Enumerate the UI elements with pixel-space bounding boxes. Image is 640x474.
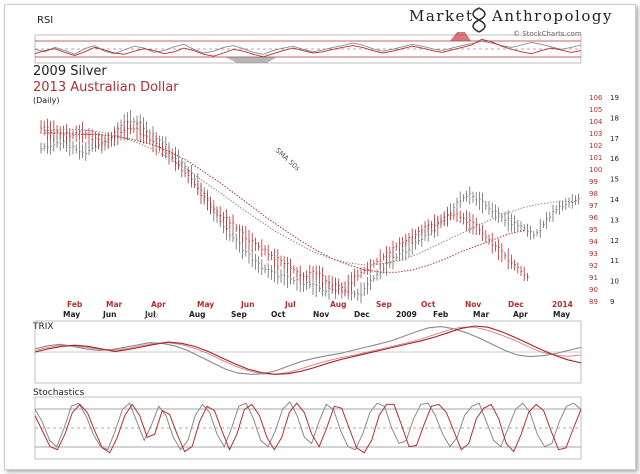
x-label-2009: Mar	[473, 310, 490, 319]
aud-tick-label: 92	[589, 262, 598, 270]
x-label-2009: 2009	[396, 310, 417, 319]
aud-tick-label: 105	[589, 106, 602, 114]
x-label-2013: Dec	[508, 300, 524, 309]
silver-tick-label: 18	[610, 114, 619, 122]
x-label-2009: Oct	[271, 310, 286, 319]
aud-tick-label: 96	[589, 214, 598, 222]
silver-tick-label: 11	[610, 257, 619, 265]
x-label-2009: Jun	[102, 310, 116, 319]
x-label-2013: Jun	[240, 300, 254, 309]
trix-lines-series-0	[34, 326, 582, 375]
x-label-2013: Apr	[151, 300, 166, 309]
sma-annotation: SMA 50s	[274, 147, 302, 173]
silver-tick-label: 17	[610, 135, 619, 143]
x-label-2013: 2014	[552, 300, 573, 309]
aud-tick-label: 97	[589, 202, 598, 210]
aud-tick-label: 94	[589, 238, 598, 246]
silver-tick-label: 15	[610, 176, 619, 184]
brand-right: Anthropology	[491, 7, 613, 25]
silver-tick-label: 10	[610, 278, 619, 286]
rsi-title: RSI	[37, 15, 53, 26]
chart-subtitle-aud: 2013 Australian Dollar	[33, 80, 179, 95]
rsi-overbought-fill	[450, 32, 471, 41]
x-label-2013: May	[197, 300, 214, 309]
aud-tick-label: 102	[589, 142, 602, 150]
rsi-oversold-fill	[225, 57, 277, 63]
x-label-2009: May	[63, 310, 80, 319]
trix-panel: TRIX	[32, 320, 582, 384]
silver-tick-label: 14	[610, 196, 619, 204]
x-label-2009: Dec	[354, 310, 370, 319]
trix-lines-series-2	[34, 325, 582, 375]
source-credit: © StockCharts.com	[513, 30, 582, 38]
aud-tick-label: 95	[589, 226, 598, 234]
sma-line-0	[45, 132, 526, 273]
x-label-2013: Jul	[284, 300, 296, 309]
chart-note-daily: (Daily)	[33, 96, 59, 105]
aud-tick-label: 101	[589, 154, 602, 162]
silver-tick-label: 12	[610, 237, 619, 245]
x-label-2013: Sep	[376, 300, 392, 309]
x-label-2013: Aug	[330, 300, 347, 309]
silver-tick-label: 19	[610, 94, 619, 102]
aud-tick-label: 99	[589, 178, 598, 186]
x-label-2009: Aug	[189, 310, 206, 319]
brand-left: Market	[409, 7, 473, 25]
price-panel: 2009 Silver 2013 Australian Dollar (Dail…	[33, 64, 619, 320]
silver-tick-label: 9	[610, 298, 614, 306]
x-label-extra: 10.2	[145, 313, 159, 320]
rsi-panel	[34, 32, 582, 64]
chart-title-silver: 2009 Silver	[33, 64, 107, 79]
rsi-lines-series-0	[34, 40, 582, 55]
x-label-2013: Nov	[465, 300, 481, 309]
stochastics-title: Stochastics	[33, 388, 85, 398]
x-label-2009: Nov	[313, 310, 329, 319]
x-label-2013: Mar	[106, 300, 123, 309]
aud-tick-label: 104	[589, 118, 603, 126]
stoch-lines-series-1	[34, 402, 582, 454]
trix-title: TRIX	[32, 322, 54, 332]
stoch-lines-series-0	[34, 401, 582, 451]
aud-tick-label: 91	[589, 274, 598, 282]
sma-line-1	[44, 128, 577, 266]
silver-tick-label: 16	[610, 155, 619, 163]
aud-tick-label: 106	[589, 94, 603, 102]
silver-tick-label: 13	[610, 216, 619, 224]
rsi-lines-series-1	[34, 38, 582, 58]
x-label-2009: Sep	[231, 310, 247, 319]
x-label-2013: Oct	[421, 300, 436, 309]
chart-svg: RSI Market Anthropology © StockCharts.co…	[32, 7, 619, 460]
stochastics-panel: Stochastics	[33, 388, 582, 460]
x-label-2009: May	[553, 310, 570, 319]
aud-tick-label: 103	[589, 130, 602, 138]
aud-tick-label: 90	[589, 286, 598, 294]
x-label-2009: Jul	[144, 310, 156, 319]
aud-tick-label: 98	[589, 190, 598, 198]
aud-tick-label: 89	[589, 298, 598, 306]
x-label-2013: Feb	[67, 300, 83, 309]
trix-lines-series-1	[34, 326, 582, 375]
aud-tick-label: 100	[589, 166, 602, 174]
aud-tick-label: 93	[589, 250, 598, 258]
brand-helix-icon	[472, 7, 486, 33]
chart-frame: RSI Market Anthropology © StockCharts.co…	[4, 4, 636, 470]
x-label-2009: Feb	[433, 310, 449, 319]
x-label-2009: Apr	[513, 310, 528, 319]
